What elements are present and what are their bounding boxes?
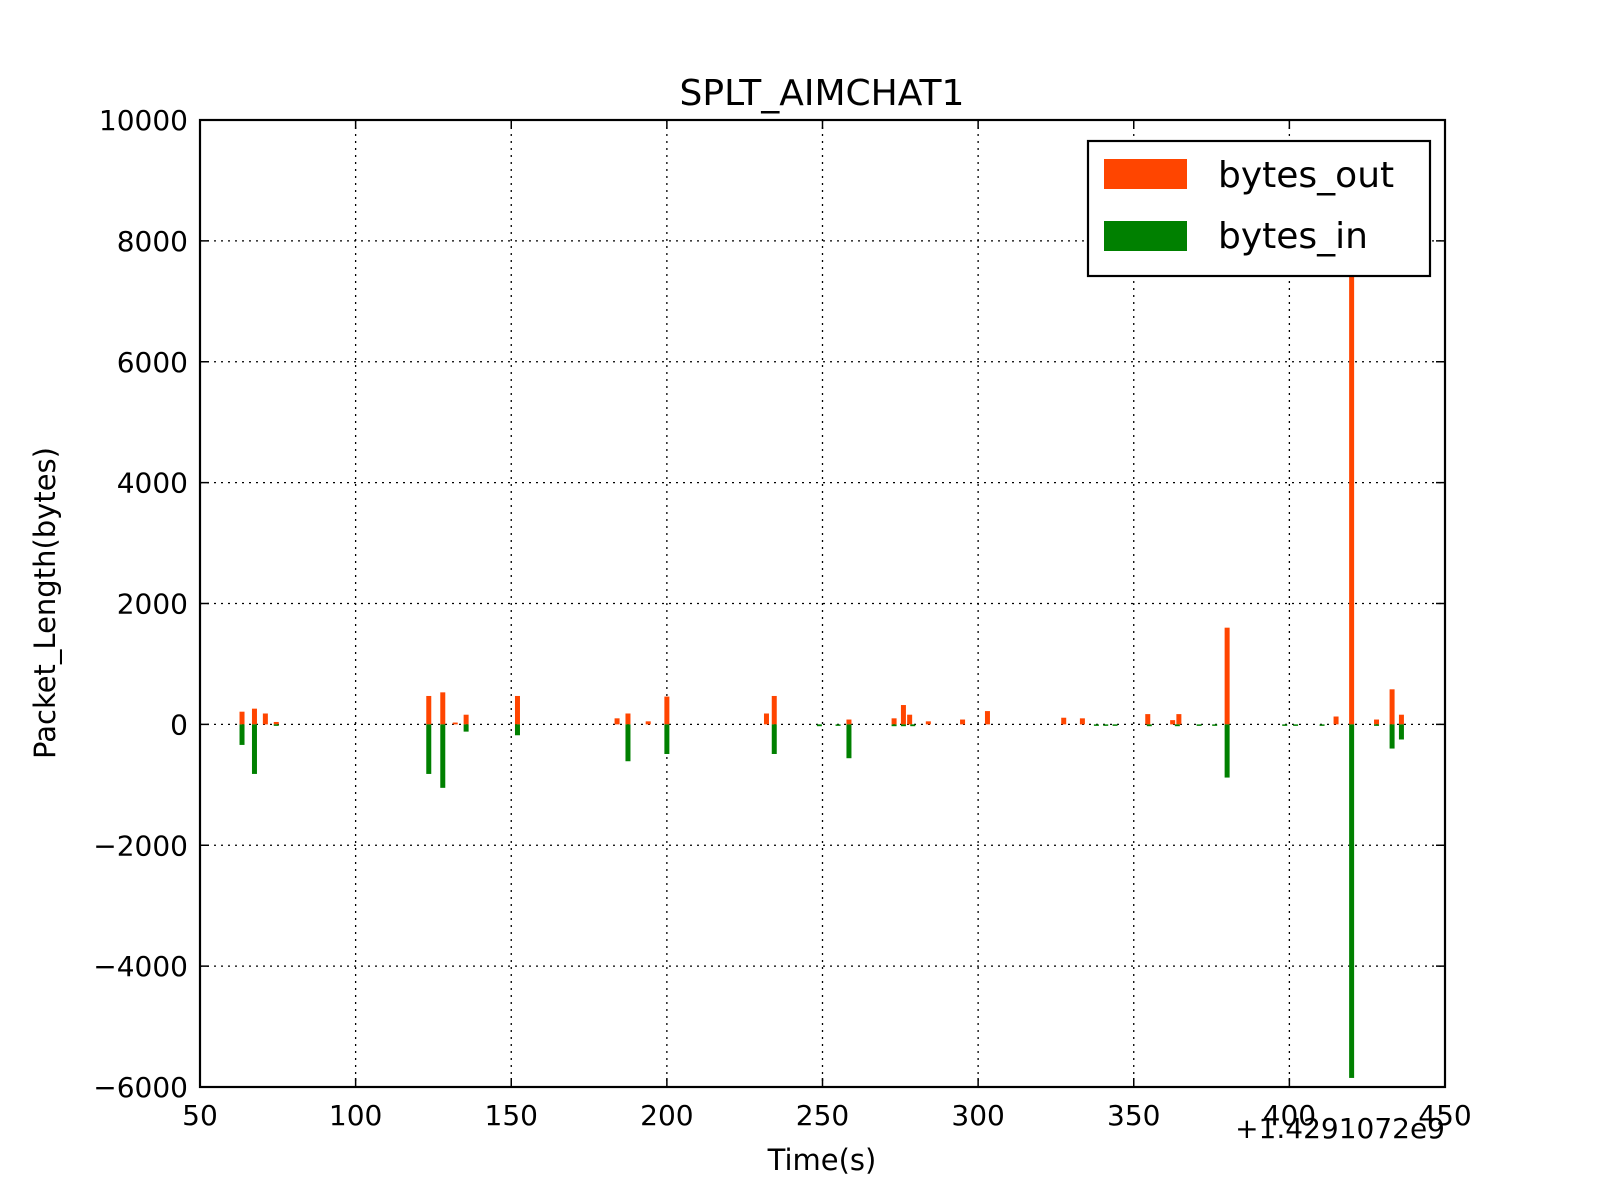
bar-bytes-out xyxy=(440,692,446,725)
bar-bytes-out xyxy=(1145,714,1151,725)
bar-bytes-in xyxy=(891,724,897,727)
x-tick-label: 300 xyxy=(951,1099,1004,1132)
bar-bytes-in xyxy=(1282,724,1288,726)
bar-bytes-in xyxy=(900,724,906,727)
legend-label-bytes-in: bytes_in xyxy=(1218,216,1368,257)
legend-swatch-bytes-in xyxy=(1104,221,1187,251)
bar-bytes-in xyxy=(1374,724,1380,726)
bar-bytes-in xyxy=(771,724,777,754)
bar-bytes-out xyxy=(1176,714,1182,725)
bar-bytes-out xyxy=(452,722,458,725)
x-tick-label: 450 xyxy=(1418,1099,1471,1132)
y-axis-label: Packet_Length(bytes) xyxy=(28,447,62,759)
legend: bytes_out bytes_in xyxy=(1086,139,1432,278)
x-tick-label: 350 xyxy=(1107,1099,1160,1132)
bar-bytes-in xyxy=(463,724,469,732)
bar-bytes-out xyxy=(426,695,432,725)
bar-bytes-out xyxy=(900,705,906,725)
bar-bytes-out xyxy=(907,714,913,725)
bar-bytes-in xyxy=(1103,724,1109,726)
bar-bytes-out xyxy=(771,695,777,725)
bar-bytes-in xyxy=(625,724,631,762)
bar-bytes-out xyxy=(1079,718,1085,725)
bar-bytes-out xyxy=(846,719,852,725)
y-tick-label: 0 xyxy=(170,708,188,741)
chart-title: SPLT_AIMCHAT1 xyxy=(680,73,965,114)
x-offset-label: +1.4291072e9 xyxy=(1235,1112,1445,1145)
y-tick-labels: −6000 −4000 −2000 0 2000 4000 6000 8000 10000 xyxy=(93,104,188,1104)
bar-bytes-in xyxy=(1389,724,1395,749)
bar-bytes-in xyxy=(816,724,822,727)
bar-bytes-in xyxy=(1146,724,1152,727)
bar-bytes-in xyxy=(1224,724,1230,778)
bars xyxy=(239,265,1404,1078)
bar-bytes-out xyxy=(239,711,245,725)
y-tick-label: 10000 xyxy=(99,104,188,137)
bar-bytes-in xyxy=(514,724,520,736)
legend-label-bytes-out: bytes_out xyxy=(1218,155,1394,196)
x-tick-labels: 50 100 150 200 250 300 350 400 450 xyxy=(182,1099,1472,1132)
bar-bytes-out xyxy=(1349,265,1355,725)
bar-bytes-out xyxy=(960,719,966,725)
bar-bytes-out xyxy=(273,721,279,725)
bar-bytes-out xyxy=(614,718,620,725)
bar-bytes-out xyxy=(645,721,651,725)
x-tick-label: 50 xyxy=(182,1099,218,1132)
bar-bytes-in xyxy=(426,724,432,774)
x-tick-label: 200 xyxy=(640,1099,693,1132)
bar-bytes-in xyxy=(1349,724,1355,1078)
bar-bytes-out xyxy=(984,711,990,725)
y-tick-label: 6000 xyxy=(117,346,188,379)
bar-bytes-in xyxy=(1398,724,1404,740)
bar-bytes-in xyxy=(1212,724,1218,726)
bar-bytes-out xyxy=(1170,720,1176,725)
bar-bytes-out xyxy=(664,696,670,725)
bar-bytes-in xyxy=(846,724,852,759)
bar-bytes-in xyxy=(835,724,841,726)
bar-bytes-out xyxy=(763,713,769,725)
bar-bytes-out xyxy=(514,695,520,725)
bar-bytes-in xyxy=(910,724,916,727)
bar-bytes-in xyxy=(440,724,446,788)
bar-bytes-in xyxy=(1196,724,1202,726)
bar-bytes-out xyxy=(1333,716,1339,725)
bar-bytes-out xyxy=(625,713,631,725)
bar-bytes-out xyxy=(1061,717,1067,725)
bar-bytes-in xyxy=(1319,724,1325,726)
bar-bytes-out xyxy=(891,718,897,725)
bar-bytes-out xyxy=(1224,627,1230,725)
bar-bytes-in xyxy=(1093,724,1099,726)
y-tick-label: −2000 xyxy=(93,829,188,862)
bar-bytes-out xyxy=(925,721,931,725)
legend-swatch-bytes-out xyxy=(1104,159,1187,189)
bar-bytes-in xyxy=(273,724,279,726)
bar-bytes-in xyxy=(239,724,245,745)
bar-bytes-in xyxy=(664,724,670,754)
y-tick-label: −4000 xyxy=(93,950,188,983)
y-tick-label: 8000 xyxy=(117,225,188,258)
bar-bytes-in xyxy=(251,724,257,774)
y-tick-label: −6000 xyxy=(93,1071,188,1104)
x-tick-label: 400 xyxy=(1263,1099,1316,1132)
bar-bytes-out xyxy=(1398,714,1404,725)
x-tick-label: 100 xyxy=(329,1099,382,1132)
bar-bytes-in xyxy=(1293,724,1299,726)
x-tick-label: 250 xyxy=(796,1099,849,1132)
y-tick-label: 4000 xyxy=(117,467,188,500)
bar-bytes-out xyxy=(1389,689,1395,725)
bar-bytes-out xyxy=(251,708,257,725)
x-axis-label: Time(s) xyxy=(767,1143,877,1177)
x-tick-label: 150 xyxy=(485,1099,538,1132)
ticks xyxy=(199,119,1446,1088)
bar-bytes-out xyxy=(463,714,469,725)
bar-bytes-in xyxy=(1174,724,1180,727)
bar-bytes-out xyxy=(1374,719,1380,725)
bar-bytes-in xyxy=(1112,724,1118,726)
y-tick-label: 2000 xyxy=(117,588,188,621)
bar-bytes-out xyxy=(262,713,268,725)
